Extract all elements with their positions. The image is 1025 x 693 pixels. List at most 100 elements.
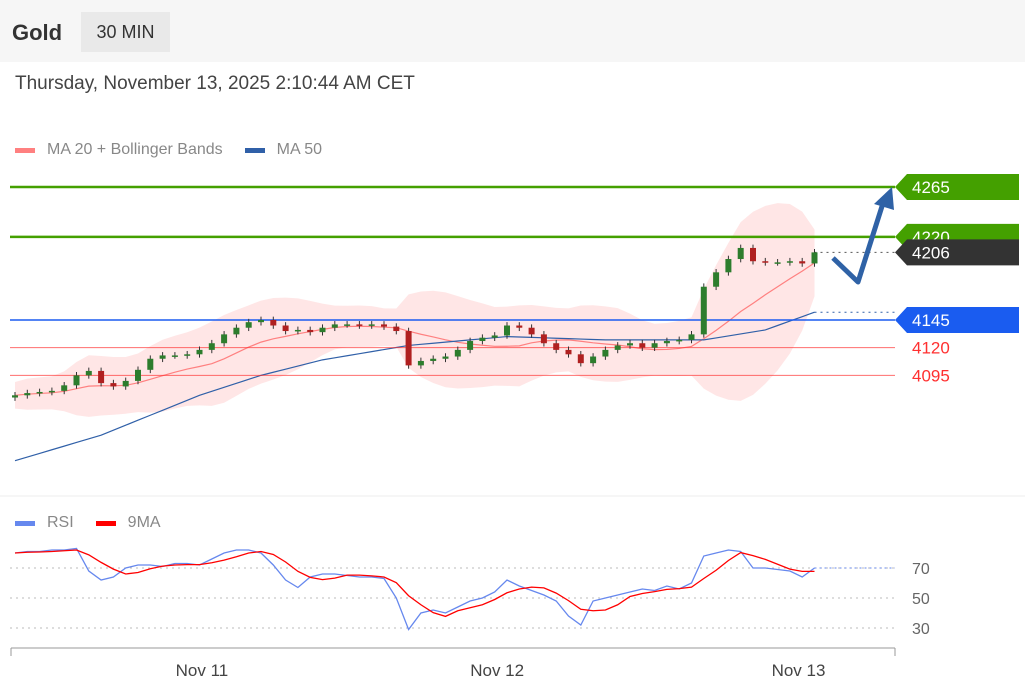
x-tick-label: Nov 11 (176, 661, 229, 680)
candle (171, 355, 178, 357)
legend-9ma: 9MA (127, 514, 161, 531)
candle (504, 325, 510, 336)
forecast-arrowhead-icon (874, 187, 894, 210)
candle (590, 356, 597, 364)
candle (196, 349, 203, 355)
legend-ma50: MA 50 (276, 141, 323, 158)
price-legend: MA 20 + Bollinger Bands MA 50 (15, 141, 322, 159)
x-tick-label: Nov 13 (772, 661, 826, 680)
candle (663, 341, 670, 344)
candle (331, 324, 338, 328)
candle (12, 395, 18, 398)
candle (602, 349, 609, 357)
candle (282, 325, 289, 332)
candle (553, 343, 560, 350)
level-tag-4206 (895, 239, 1019, 266)
rsi-tick-label: 30 (912, 621, 930, 638)
level-tag-4145 (895, 306, 1019, 333)
candle (184, 354, 191, 356)
candle (651, 343, 658, 348)
instrument-title: Gold (12, 20, 63, 45)
candle (454, 349, 461, 357)
candle (393, 326, 400, 332)
candle (381, 324, 387, 327)
level-tag-4265 (895, 174, 1019, 200)
candle (208, 343, 215, 350)
candle (713, 272, 720, 287)
header-bar: Gold 30 MIN (0, 0, 1025, 62)
candle (811, 252, 818, 264)
candle (135, 369, 141, 381)
candle (700, 286, 707, 335)
candle (233, 327, 240, 335)
candle (356, 324, 363, 326)
candle (368, 324, 375, 326)
candle (799, 261, 806, 264)
candle (98, 370, 105, 384)
candle (688, 334, 695, 340)
x-tick-label: Nov 12 (470, 661, 524, 680)
candle (48, 390, 55, 393)
candle (786, 261, 793, 263)
candle (344, 324, 351, 326)
candle (85, 370, 92, 376)
timeframe-button[interactable]: 30 MIN (81, 12, 170, 52)
candle (122, 380, 129, 387)
ma20-swatch (15, 147, 35, 153)
candle (405, 331, 412, 366)
legend-rsi: RSI (47, 514, 74, 531)
level-label-4095: 4095 (912, 366, 950, 385)
legend-ma20: MA 20 + Bollinger Bands (47, 141, 223, 158)
candle (147, 358, 154, 370)
datetime-label: Thursday, November 13, 2025 2:10:44 AM C… (15, 73, 415, 94)
candle (614, 345, 621, 350)
level-label-4120: 4120 (912, 339, 950, 358)
candle (577, 354, 584, 364)
candle (467, 341, 474, 350)
candle (627, 343, 633, 346)
candle (565, 349, 572, 355)
level-label-4206: 4206 (912, 243, 950, 262)
candle (479, 337, 486, 342)
forecast-arrow (831, 199, 887, 285)
level-label-4265: 4265 (912, 178, 950, 197)
candle (73, 375, 80, 386)
candle (110, 383, 117, 387)
level-label-4145: 4145 (912, 311, 950, 330)
candle (750, 247, 756, 262)
rsi-swatch (15, 520, 35, 526)
candle (270, 319, 277, 326)
ma50-swatch (244, 147, 265, 153)
rsi-tick-label: 70 (912, 561, 930, 578)
rsi-9ma-line (14, 549, 815, 618)
candle (516, 325, 523, 328)
candle (159, 355, 166, 359)
candle (442, 356, 449, 359)
candle (430, 358, 437, 361)
candle (774, 262, 781, 264)
candle (737, 247, 744, 260)
candle (36, 391, 43, 394)
candle (258, 319, 264, 323)
candle (528, 327, 535, 335)
rsi-line (14, 547, 815, 631)
candle (61, 385, 68, 391)
candle (24, 393, 31, 396)
rsi-legend: RSI 9MA (15, 514, 161, 532)
candle (676, 339, 683, 342)
rsi-ma-swatch (95, 520, 116, 526)
bollinger-band (15, 203, 815, 417)
rsi-tick-label: 50 (912, 591, 930, 608)
candle (639, 343, 646, 348)
candle (319, 327, 326, 333)
candle (540, 334, 547, 344)
candle (307, 329, 314, 333)
candle (762, 261, 769, 263)
candle (725, 259, 732, 273)
candle (245, 322, 252, 328)
candle (294, 329, 301, 332)
candle (417, 360, 424, 366)
candle (221, 334, 228, 344)
candle (491, 335, 498, 338)
